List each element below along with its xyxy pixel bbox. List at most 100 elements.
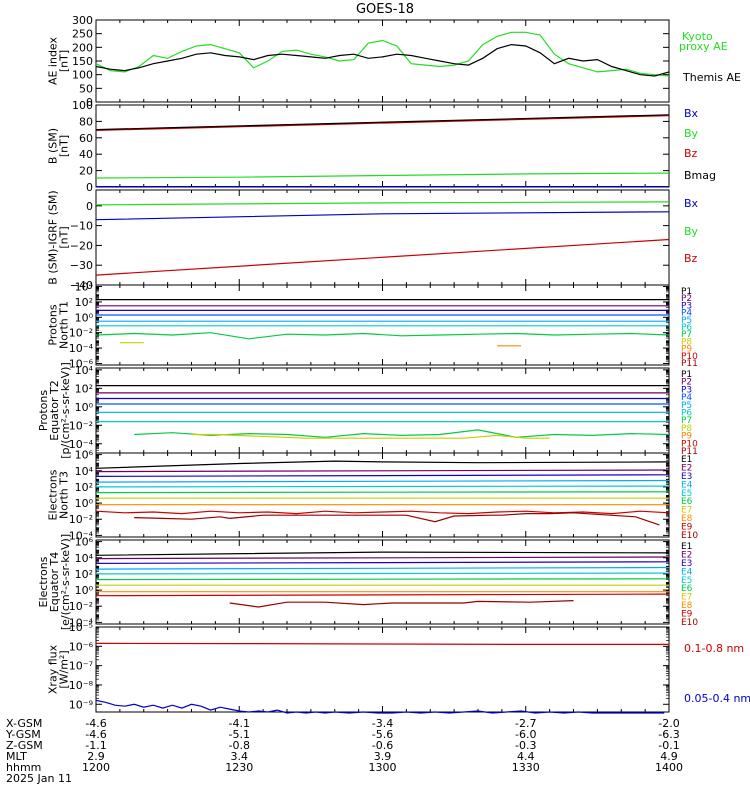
bsm-y-tick-label: 100: [72, 99, 93, 112]
et4-channel-label: E3: [681, 559, 692, 569]
bigrf-y-tick-label: −40: [70, 279, 93, 292]
x-axis-row-value: 2.9: [87, 750, 105, 763]
et4-channel-label: E9: [681, 610, 693, 620]
pt2-y-axis-title: [p/(cm²-s-sr-keV)]: [59, 362, 72, 459]
et4-y-tick-label: 10⁶: [75, 536, 94, 549]
et3-channel-label: E2: [681, 463, 692, 473]
et3-y-tick-label: 10²: [75, 481, 93, 494]
et4-channel-label: E10: [681, 618, 698, 628]
et4-channel-label: E7: [681, 593, 692, 603]
x-axis-row-value: 3.9: [374, 750, 392, 763]
et3-channel-label: E9: [681, 523, 693, 533]
xray-y-tick-label: 10⁻⁷: [69, 660, 93, 673]
x-axis-row-value: -6.3: [658, 728, 679, 741]
pt1-y-tick-label: 10⁻²: [69, 327, 93, 340]
xray-legend-label: 0.05-0.4 nm: [684, 692, 750, 705]
et4-channel-label: E2: [681, 550, 692, 560]
et3-series-e4: [95, 479, 670, 483]
pt1-y-axis-title: North T1: [58, 301, 71, 349]
x-axis-row-label: MLT: [6, 750, 27, 763]
pt2-channel-label: P11: [681, 447, 698, 457]
et3-y-axis-title: North T3: [58, 471, 71, 519]
pt1-y-tick-label: 10⁰: [75, 311, 94, 324]
bsm-series-bz: [95, 115, 670, 131]
x-axis-row-value: -0.8: [229, 739, 250, 752]
pt2-y-tick-label: 10²: [75, 382, 93, 395]
x-axis-row-value: -0.1: [658, 739, 679, 752]
et3-series-e10: [134, 512, 660, 526]
bsm-y-axis-title: B (SM): [47, 128, 60, 164]
et4-channel-label: E6: [681, 584, 693, 594]
ae-y-tick-label: 300: [72, 14, 93, 27]
xray-y-axis-title: [W/m²]: [58, 650, 71, 688]
x-axis-date: 2025 Jan 11: [6, 772, 72, 785]
ae-y-axis-title: AE index: [47, 36, 60, 85]
ae-y-tick-label: 0: [86, 96, 93, 109]
x-axis-row-value: -5.6: [372, 728, 393, 741]
et4-y-axis-title: [e/(cm²-s-sr-keV)]: [59, 534, 72, 630]
pt1-y-axis-title: Protons: [47, 304, 60, 345]
x-axis-row-value: 1330: [512, 761, 540, 774]
x-axis-row-value: -4.6: [85, 717, 106, 730]
bigrf-legend-label: Bx: [684, 197, 699, 210]
bsm-legend-label: Bmag: [684, 169, 716, 182]
bigrf-series-by: [95, 201, 670, 206]
et4-channel-label: E8: [681, 601, 693, 611]
pt1-channel-label: P11: [681, 359, 698, 369]
x-axis-row-value: 1300: [369, 761, 397, 774]
pt2-y-axis-title: Protons: [37, 390, 50, 431]
pt1-channel-label: P10: [681, 352, 698, 362]
et3-channel-label: E10: [681, 531, 698, 541]
bsm-series-by: [95, 172, 670, 179]
pt1-frame: [95, 284, 670, 366]
et4-series-e10: [229, 600, 574, 608]
et4-y-tick-label: 10⁴: [75, 552, 94, 565]
pt2-y-tick-label: 10⁴: [75, 364, 94, 377]
x-axis-row-label: X-GSM: [6, 717, 42, 730]
pt1-channel-label: P7: [681, 330, 692, 340]
et3-channel-label: E7: [681, 506, 692, 516]
pt2-channel-label: P9: [681, 432, 692, 442]
et4-channel-label: E4: [681, 567, 693, 577]
pt1-channel-label: P5: [681, 316, 692, 326]
x-axis-row-value: -2.0: [658, 717, 679, 730]
xray-y-tick-label: 10⁻⁹: [69, 698, 93, 711]
pt2-series-p8: [191, 433, 550, 439]
pt1-y-tick-label: 10⁻⁶: [69, 357, 94, 370]
et4-y-tick-label: 10⁻²: [69, 600, 93, 613]
et3-series-e2: [95, 469, 670, 473]
ae-legend-label: Themis AE: [682, 71, 741, 84]
x-axis-row-value: 3.4: [231, 750, 249, 763]
bsm-y-tick-label: 20: [79, 165, 93, 178]
et4-series-e5: [95, 572, 670, 575]
bigrf-y-axis-title: B (SM)-IGRF (SM): [47, 190, 60, 284]
et4-series-e3: [95, 561, 670, 565]
x-axis-row-value: -5.1: [229, 728, 250, 741]
x-axis-row-label: Z-GSM: [6, 739, 43, 752]
et4-series-e6: [95, 578, 670, 581]
ae-legend-label: proxy AE: [679, 40, 728, 53]
bsm-y-tick-label: 40: [79, 148, 93, 161]
et4-channel-label: E1: [681, 542, 692, 552]
x-axis-row-value: -1.1: [85, 739, 106, 752]
xray-y-tick-label: 10⁻⁸: [69, 679, 94, 692]
bigrf-y-tick-label: 0: [86, 200, 93, 213]
bsm-y-tick-label: 60: [79, 132, 93, 145]
xray-y-axis-title: Xray flux: [47, 644, 60, 694]
bigrf-y-tick-label: −20: [70, 239, 93, 252]
x-axis-row-value: 1400: [655, 761, 683, 774]
bigrf-legend-label: Bz: [684, 252, 698, 265]
x-axis-row-value: -2.7: [515, 717, 536, 730]
et3-channel-label: E1: [681, 455, 692, 465]
x-axis-row-value: -0.6: [372, 739, 393, 752]
pt1-series-p7: [95, 332, 670, 340]
ae-y-tick-label: 100: [72, 69, 93, 82]
xray-frame: [95, 626, 670, 713]
x-axis-row-value: 1230: [225, 761, 253, 774]
ae-series-kyoto-proxy-ae: [95, 31, 670, 77]
bsm-legend-label: Bx: [684, 107, 699, 120]
xray-y-tick-label: 10⁻⁵: [69, 621, 93, 634]
et3-series-e6: [95, 491, 670, 494]
pt1-y-tick-label: 10⁴: [75, 281, 94, 294]
